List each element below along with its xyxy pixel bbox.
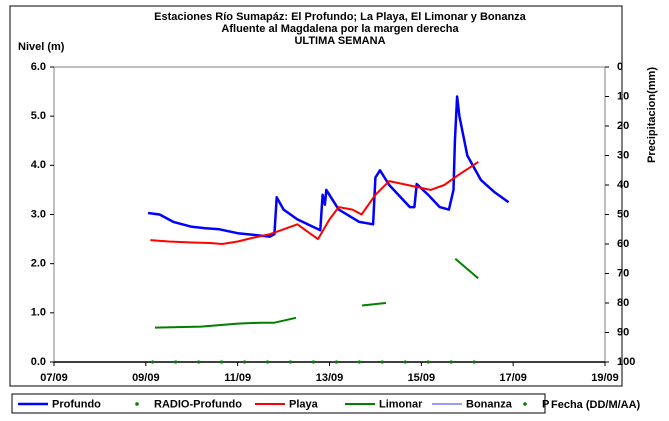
data-point [265,360,270,364]
y2-tick-label: 80 [617,297,629,309]
y-tick-label: 1.0 [31,307,46,319]
x-tick-label: 17/09 [499,372,527,384]
y2-tick-label: 50 [617,208,629,220]
data-point [242,360,247,364]
y2-axis-label: Precipitacion(mm) [646,67,658,163]
data-point [151,360,155,364]
y2-tick-label: 0 [617,61,623,73]
plot-area [53,66,606,363]
data-point [403,360,407,364]
chart-frame [9,5,623,387]
y-tick-label: 4.0 [31,159,46,171]
y2-tick-label: 40 [617,179,629,191]
y-tick-label: 2.0 [31,258,46,270]
x-tick-label: 09/09 [132,372,160,384]
legend-marker [135,402,139,406]
y2-tick-label: 10 [617,90,629,102]
y2-tick-label: 90 [617,326,629,338]
data-point [357,360,361,364]
data-point [197,360,201,364]
legend-marker [523,402,527,406]
x-tick-label: 15/09 [408,372,436,384]
chart-subtitle: Afluente al Magdalena por la margen dere… [221,23,459,35]
data-point [472,360,476,364]
data-point [219,360,224,364]
y-tick-label: 3.0 [31,208,46,220]
y2-tick-label: 60 [617,238,629,250]
data-line [147,95,510,238]
data-point [288,360,293,364]
y-tick-label: 5.0 [31,110,46,122]
y-tick-label: 0.0 [31,356,46,368]
x-tick-label: 13/09 [316,372,344,384]
y2-tick-label: 70 [617,267,629,279]
legend-label: Limonar [379,398,423,410]
data-point [380,360,384,364]
y2-tick-label: 20 [617,120,629,132]
data-point [311,360,316,364]
chart-title: Estaciones Río Sumapáz: El Profundo; La … [154,11,527,23]
legend-label: P [542,398,549,410]
data-point [426,360,430,364]
x-tick-label: 07/09 [40,372,68,384]
x-tick-label: 11/09 [224,372,251,384]
data-line [154,258,479,329]
y2-tick-label: 100 [617,356,635,368]
data-point [449,360,453,364]
legend-label: Profundo [52,398,101,410]
chart-subtitle: ULTIMA SEMANA [294,35,385,47]
x-axis-label: Fecha (DD/M/AA) [551,399,641,411]
data-point [174,360,178,364]
data-point [334,360,338,364]
legend-label: Bonanza [466,398,513,410]
x-tick-label: 19/09 [591,372,619,384]
data-line [150,161,479,245]
legend-label: RADIO-Profundo [154,398,242,410]
y2-tick-label: 30 [617,149,629,161]
legend-label: Playa [289,398,319,410]
y-tick-label: 6.0 [31,61,46,73]
y-axis-label: Nivel (m) [18,41,65,53]
